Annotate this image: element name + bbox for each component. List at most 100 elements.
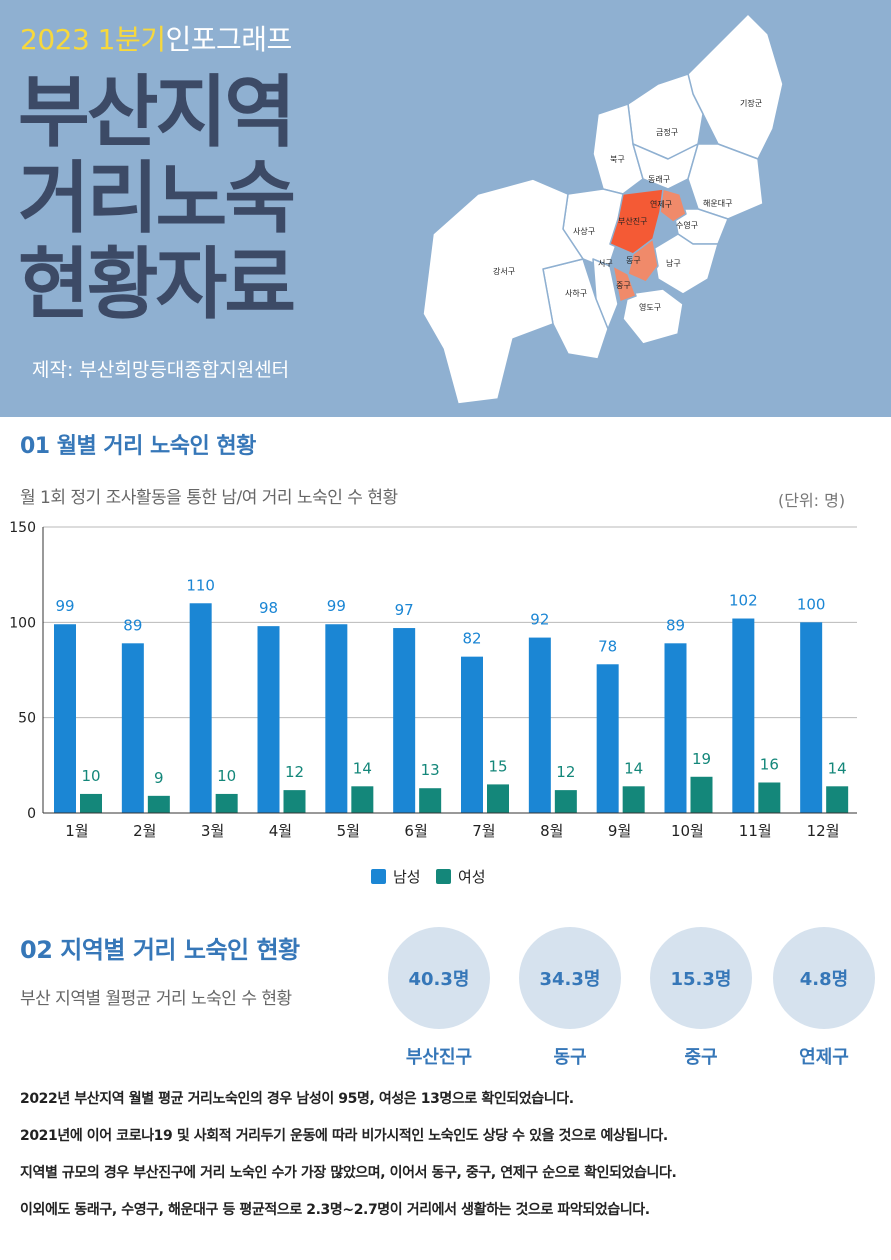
bar-female — [351, 786, 374, 813]
bar-male — [664, 643, 687, 813]
x-tick-label: 10월 — [671, 822, 704, 840]
map-label-bukgu: 북구 — [610, 155, 625, 164]
data-label: 10 — [81, 767, 100, 785]
region-value-circle: 40.3명 — [388, 927, 490, 1029]
data-label: 14 — [624, 759, 643, 777]
bar-female — [419, 788, 442, 813]
map-label-suyeong: 수영구 — [676, 220, 698, 230]
map-region-bukgu — [592, 103, 644, 195]
bar-male — [189, 603, 212, 813]
map-label-geumjeong: 금정구 — [656, 127, 678, 137]
title-line-1: 부산지역 — [18, 68, 296, 158]
bar-female — [758, 782, 781, 813]
bar-female — [690, 776, 713, 813]
map-region-donggu — [627, 238, 659, 283]
data-label: 78 — [598, 637, 617, 655]
bar-male — [325, 624, 348, 813]
bar-male — [800, 622, 823, 813]
x-tick-label: 12월 — [807, 822, 840, 840]
y-tick-label: 50 — [18, 711, 36, 727]
bar-male — [528, 637, 551, 813]
legend-swatch — [371, 869, 386, 884]
monthly-bar-chart: 0 50 100 150 99 10 1월 89 9 2월 110 10 3월 98 12 4월 99 14 5월 9… — [9, 520, 857, 886]
map-label-busanjin: 부산진구 — [618, 216, 647, 226]
map-label-junggu: 중구 — [616, 281, 631, 290]
map-region-gangseo — [422, 178, 584, 405]
data-label: 12 — [285, 763, 304, 781]
map-label-gijang: 기장군 — [740, 98, 762, 108]
data-label: 110 — [186, 576, 215, 594]
map-label-namgu: 남구 — [666, 259, 681, 268]
data-label: 9 — [154, 769, 164, 787]
data-label: 14 — [828, 759, 847, 777]
region-name-label: 연제구 — [799, 1047, 849, 1068]
bar-male — [257, 626, 280, 813]
summary-line: 2022년 부산지역 월별 평균 거리노숙인의 경우 남성이 95명, 여성은 … — [20, 1091, 574, 1107]
kicker-accent: 2023 1분기 — [20, 23, 166, 56]
bar-male — [461, 656, 483, 813]
x-tick-label: 4월 — [269, 822, 292, 840]
region-value-circle: 34.3명 — [519, 927, 621, 1029]
map-region-gijang — [687, 13, 784, 160]
map-label-yeonje: 연제구 — [650, 200, 672, 209]
map-region-haeundae — [687, 143, 764, 220]
kicker-rest: 인포그래프 — [165, 23, 293, 56]
map-label-haeundae: 해운대구 — [703, 198, 732, 208]
map-label-yeongdo: 영도구 — [639, 302, 661, 312]
data-label: 98 — [259, 599, 278, 617]
bar-female — [487, 784, 509, 813]
region-name-label: 동구 — [553, 1047, 587, 1068]
data-label: 99 — [55, 597, 74, 615]
map-region-seogu — [592, 258, 619, 330]
data-label: 14 — [353, 759, 372, 777]
x-tick-label: 3월 — [201, 822, 224, 840]
region-value-circle: 4.8명 — [773, 927, 875, 1029]
bar-female — [826, 786, 849, 813]
map-label-dongnae: 동래구 — [648, 175, 670, 184]
bar-female — [554, 790, 577, 813]
title-line-2: 거리노숙 — [18, 154, 296, 244]
map-label-seogu: 서구 — [598, 259, 613, 268]
legend-label: 여성 — [458, 868, 486, 886]
summary-line: 2021년에 이어 코로나19 및 사회적 거리두기 운동에 따라 비가시적인 … — [20, 1128, 668, 1144]
map-label-sasang: 사상구 — [573, 226, 595, 236]
map-label-saha: 사하구 — [565, 288, 587, 298]
data-label: 89 — [123, 616, 142, 634]
bar-female — [80, 793, 102, 813]
bar-female — [215, 793, 238, 813]
map-label-gangseo: 강서구 — [493, 266, 515, 276]
x-tick-label: 11월 — [739, 822, 772, 840]
x-tick-label: 6월 — [404, 822, 427, 840]
section2-title: 02 지역별 거리 노숙인 현황 — [20, 936, 300, 964]
x-tick-label: 9월 — [608, 822, 631, 840]
x-tick-label: 2월 — [133, 822, 156, 840]
data-label: 10 — [217, 767, 236, 785]
map-region-namgu — [652, 233, 719, 295]
x-tick-label: 1월 — [65, 822, 88, 840]
map-label-donggu: 동구 — [626, 256, 641, 265]
x-tick-label: 8월 — [540, 822, 563, 840]
bar-female — [622, 786, 645, 813]
summary-line: 지역별 규모의 경우 부산진구에 거리 노숙인 수가 가장 많았으며, 이어서 … — [20, 1165, 677, 1181]
data-label: 102 — [729, 592, 758, 610]
data-label: 89 — [666, 616, 685, 634]
busan-map: 기장군 금정구 북구 동래구 해운대구 연제구 부산진구 수영구 사상구 강서구… — [422, 13, 784, 405]
data-label: 99 — [327, 597, 346, 615]
bar-male — [732, 618, 755, 813]
section1-subtitle: 월 1회 정기 조사활동을 통한 남/여 거리 노숙인 수 현황 — [20, 488, 398, 508]
data-label: 12 — [556, 763, 575, 781]
bar-female — [147, 795, 170, 813]
summary-text: 2022년 부산지역 월별 평균 거리노숙인의 경우 남성이 95명, 여성은 … — [20, 1090, 880, 1238]
header-banner: 2023 1분기인포그래프 부산지역 거리노숙 현황자료 제작: 부산희망등대종… — [0, 0, 891, 417]
data-label: 13 — [421, 761, 440, 779]
bar-male — [121, 643, 144, 813]
unit-label: (단위: 명) — [778, 491, 846, 510]
data-label: 19 — [692, 750, 711, 768]
page-title: 부산지역 거리노숙 현황자료 — [18, 68, 296, 330]
x-tick-label: 5월 — [337, 822, 360, 840]
title-line-3: 현황자료 — [18, 240, 296, 330]
bar-male — [393, 628, 416, 813]
bar-male — [54, 624, 76, 813]
maker-credit: 제작: 부산희망등대종합지원센터 — [32, 359, 290, 381]
legend-label: 남성 — [393, 868, 421, 886]
